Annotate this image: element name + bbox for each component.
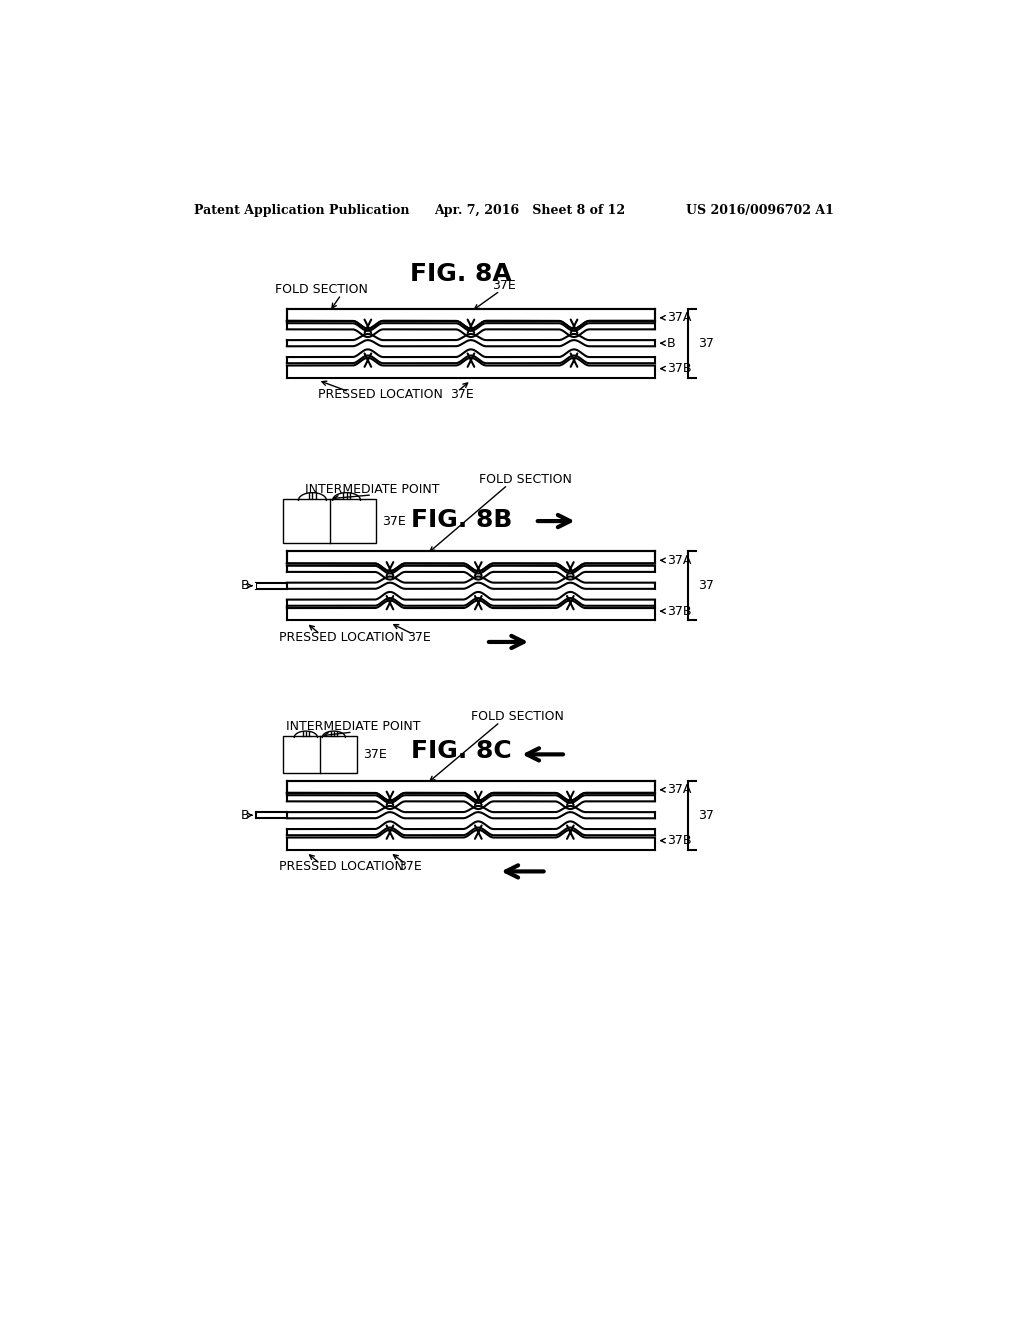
Text: B: B xyxy=(241,809,249,822)
Text: 37A: 37A xyxy=(667,312,691,325)
Text: 37B: 37B xyxy=(667,362,691,375)
Text: US 2016/0096702 A1: US 2016/0096702 A1 xyxy=(686,205,834,218)
Text: Patent Application Publication: Patent Application Publication xyxy=(194,205,410,218)
Text: B: B xyxy=(241,579,249,593)
Bar xyxy=(287,838,655,850)
Text: Apr. 7, 2016   Sheet 8 of 12: Apr. 7, 2016 Sheet 8 of 12 xyxy=(434,205,626,218)
Bar xyxy=(287,550,655,562)
Text: FOLD SECTION: FOLD SECTION xyxy=(275,282,369,296)
Text: FOLD SECTION: FOLD SECTION xyxy=(479,473,572,486)
Text: 37E: 37E xyxy=(493,279,516,292)
Text: 37E: 37E xyxy=(382,515,406,528)
Text: 37E: 37E xyxy=(397,861,422,874)
Text: 37A: 37A xyxy=(667,783,691,796)
Bar xyxy=(287,609,655,620)
Text: FIG. 8C: FIG. 8C xyxy=(411,739,512,763)
Text: PRESSED LOCATION: PRESSED LOCATION xyxy=(280,631,404,644)
Text: PRESSED LOCATION: PRESSED LOCATION xyxy=(317,388,442,401)
Bar xyxy=(283,499,376,544)
Bar xyxy=(287,780,655,792)
Text: 37E: 37E xyxy=(407,631,431,644)
Text: FIG. 8A: FIG. 8A xyxy=(411,261,512,286)
Text: 37: 37 xyxy=(698,337,715,350)
Bar xyxy=(254,582,256,589)
Bar xyxy=(283,737,356,774)
Text: 37B: 37B xyxy=(667,834,691,847)
Text: 37: 37 xyxy=(698,809,715,822)
Text: 37A: 37A xyxy=(667,554,691,566)
Bar xyxy=(287,366,655,378)
Text: 37B: 37B xyxy=(667,605,691,618)
Text: 37E: 37E xyxy=(450,388,473,401)
Text: FOLD SECTION: FOLD SECTION xyxy=(471,710,564,723)
Text: 37E: 37E xyxy=(362,748,387,760)
Text: FIG. 8B: FIG. 8B xyxy=(411,508,512,532)
Bar xyxy=(287,308,655,321)
Text: INTERMEDIATE POINT: INTERMEDIATE POINT xyxy=(305,483,439,496)
Text: 37: 37 xyxy=(698,579,715,593)
Text: PRESSED LOCATION: PRESSED LOCATION xyxy=(280,861,404,874)
Text: INTERMEDIATE POINT: INTERMEDIATE POINT xyxy=(286,721,420,733)
Text: B: B xyxy=(667,337,675,350)
